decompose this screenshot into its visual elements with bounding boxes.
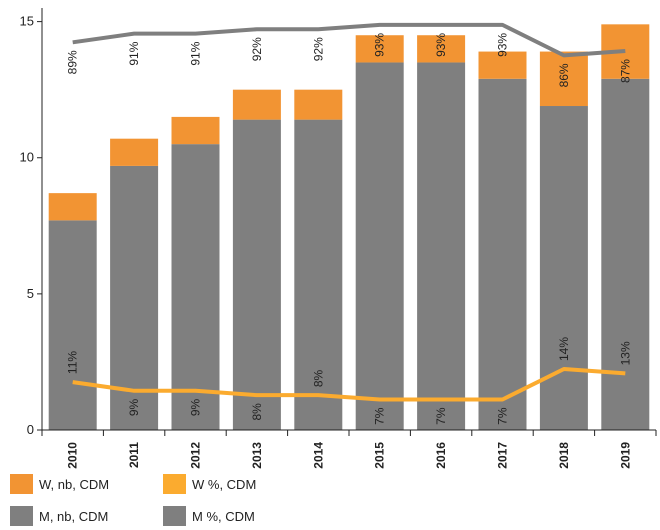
label-m-pct-2015: 93% [373,33,387,57]
x-tick-label-2013: 2013 [250,442,264,469]
legend-swatch-m-nb-cdm [10,506,33,526]
y-tick-label-5: 5 [27,286,34,301]
x-tick-label-2018: 2018 [557,442,571,469]
bar-w-2014 [294,89,343,120]
x-tick-label-2010: 2010 [66,442,80,469]
bar-w-2010 [48,193,97,221]
label-m-pct-2017: 93% [496,33,510,57]
legend-swatch-w-cdm [163,474,186,494]
bar-w-2018 [539,51,588,107]
legend-swatch-w-nb-cdm [10,474,33,494]
bar-w-2015 [355,35,404,63]
bar-m-2016 [417,62,466,431]
x-tick-label-2014: 2014 [311,442,325,469]
bar-w-2016 [417,35,466,63]
x-tick-label-2015: 2015 [373,442,387,469]
label-m-pct-2019: 87% [618,59,632,83]
bar-w-2012 [171,116,220,145]
legend-label-w-cdm: W %, CDM [192,477,256,492]
y-tick-label-0: 0 [27,422,34,437]
y-tick-label-15: 15 [20,14,34,29]
label-m-pct-2016: 93% [434,33,448,57]
legend-label-m-cdm: M %, CDM [192,509,255,524]
label-m-pct-2010: 89% [66,50,80,74]
label-w-pct-2015: 7% [373,407,387,425]
bar-m-2012 [171,144,220,430]
label-m-pct-2014: 92% [311,37,325,61]
legend-label-m-nb-cdm: M, nb, CDM [39,509,108,524]
bar-m-2017 [478,78,527,430]
legend-swatch-m-cdm [163,506,186,526]
label-w-pct-2012: 9% [189,398,203,416]
bar-w-2013 [232,89,281,120]
label-m-pct-2011: 91% [127,41,141,65]
label-w-pct-2010: 11% [66,351,80,374]
bar-m-2014 [294,119,343,431]
label-m-pct-2012: 91% [189,41,203,65]
y-tick-label-10: 10 [20,150,34,165]
line-m-pct [72,22,626,58]
legend-label-w-nb-cdm: W, nb, CDM [39,477,109,492]
line-w-pct [72,367,626,402]
label-w-pct-2018: 14% [557,337,571,361]
bar-m-2019 [601,78,650,430]
label-w-pct-2019: 13% [618,341,632,365]
label-w-pct-2013: 8% [250,403,264,421]
bar-m-2018 [539,106,588,430]
x-tick-label-2016: 2016 [434,442,448,469]
label-w-pct-2016: 7% [434,407,448,425]
x-tick-label-2017: 2017 [496,442,510,469]
bar-m-2015 [355,62,404,431]
bar-m-2013 [232,119,281,431]
label-m-pct-2013: 92% [250,37,264,61]
bar-w-2011 [110,138,159,166]
label-w-pct-2017: 7% [496,407,510,425]
bar-w-2017 [478,51,527,79]
label-m-pct-2018: 86% [557,63,571,87]
label-w-pct-2014: 8% [311,369,325,387]
x-tick-label-2011: 2011 [127,442,141,468]
label-w-pct-2011: 9% [127,398,141,416]
x-tick-label-2012: 2012 [189,442,203,469]
bar-m-2011 [110,165,159,431]
bar-m-2010 [48,220,97,430]
x-tick-label-2019: 2019 [618,442,632,469]
